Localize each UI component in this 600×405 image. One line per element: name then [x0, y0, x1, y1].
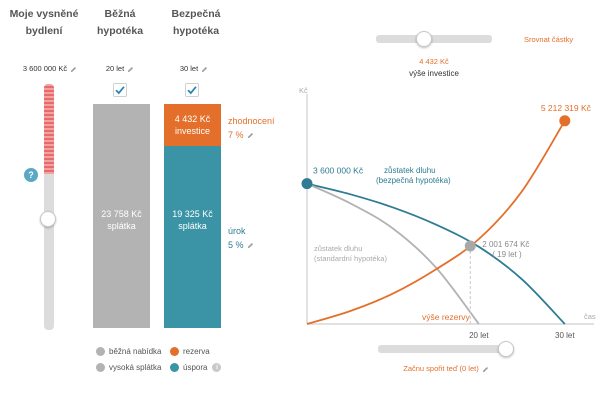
slider-knob[interactable]: [498, 341, 514, 357]
end-value-label: 5 212 319 Kč: [541, 103, 592, 113]
x-axis-label: čas: [584, 312, 596, 321]
standard-debt-line: [306, 182, 480, 325]
slider-knob[interactable]: [40, 211, 56, 227]
checkbox-safe[interactable]: [185, 83, 199, 97]
standard-term-text: 20 let: [105, 64, 125, 73]
legend-standard-offer-label: běžná nabídka: [109, 347, 162, 356]
column-title-standard-mortgage: Běžná hypotéka: [82, 6, 158, 40]
legend-saving: úspora i: [170, 363, 222, 372]
check-icon: [187, 86, 197, 95]
legend-standard-offer: běžná nabídka: [96, 347, 162, 356]
safe-payment-bar: 19 325 Kč splátka: [164, 146, 221, 328]
mortgage-chart: Kč čas 20 let 30 let 3 600 000 Kč 5 212 319 K…: [299, 86, 596, 340]
crossing-value-label: 2 001 674 Kč: [482, 240, 529, 249]
pencil-icon: [70, 66, 77, 72]
home-price-slider[interactable]: [40, 84, 56, 330]
start-value-label: 3 600 000 Kč: [313, 166, 364, 176]
column-title-line1: Moje vysněné: [9, 8, 79, 20]
safe-debt-line: [306, 182, 566, 325]
legend-high-payment: vysoká splátka: [96, 363, 161, 372]
happy-face-icon: [170, 363, 179, 372]
standard-term-value[interactable]: 20 let: [92, 64, 148, 73]
standard-debt-label-line2: (standardní hypotéka): [314, 254, 387, 263]
check-icon: [115, 86, 125, 95]
home-price-value[interactable]: 3 600 000 Kč: [14, 64, 86, 73]
start-time-label-text: Začnu spořit teď (0 let): [403, 364, 479, 373]
legend-reserve-label: rezerva: [183, 347, 210, 356]
neutral-face-icon: [96, 347, 105, 356]
investment-amount: 4 432 Kč: [174, 114, 211, 124]
start-time-label[interactable]: Začnu spořit teď (0 let): [378, 364, 514, 373]
safe-payment-amount: 19 325 Kč: [172, 209, 213, 219]
investment-slider-label: výše investice: [409, 69, 459, 78]
end-point: [559, 115, 571, 127]
column-title-line1: Běžná: [104, 8, 136, 20]
investment-bar: 4 432 Kč investice: [164, 104, 221, 146]
reserve-line: [306, 120, 566, 325]
standard-debt-label-line1: zůstatek dluhu: [314, 244, 362, 253]
standard-payment-label: splátka: [107, 221, 136, 231]
start-point: [301, 178, 313, 190]
column-title-line2: bydlení: [25, 25, 63, 37]
info-icon[interactable]: i: [212, 363, 222, 372]
appreciation-value[interactable]: 7 %: [228, 130, 254, 140]
crossing-point: [464, 240, 476, 252]
column-title-line2: hypotéka: [172, 25, 220, 37]
safe-payment-label: splátka: [178, 221, 207, 231]
safe-term-value[interactable]: 30 let: [166, 64, 222, 73]
column-title-dream-home: Moje vysněné bydlení: [2, 6, 86, 40]
column-title-safe-mortgage: Bezpečná hypotéka: [156, 6, 236, 40]
x-tick-label: 20 let: [469, 331, 489, 340]
slider-track: [378, 345, 514, 353]
safe-debt-label-line2: (bezpečná hypotéka): [376, 176, 451, 185]
x-tick-label: 30 let: [555, 331, 575, 340]
standard-payment-bar: 23 758 Kč splátka: [93, 104, 150, 328]
safe-term-text: 30 let: [179, 64, 199, 73]
column-title-line2: hypotéka: [96, 25, 144, 37]
pencil-icon: [202, 66, 208, 72]
sad-face-icon: [170, 347, 179, 356]
slider-knob[interactable]: [416, 31, 432, 47]
investment-slider-value: 4 432 Kč: [419, 57, 449, 66]
legend-reserve: rezerva: [170, 347, 210, 356]
legend-saving-label: úspora: [183, 363, 208, 372]
slider-track: [376, 35, 492, 43]
pencil-icon: [247, 243, 253, 249]
slider-over-limit-zone: [44, 84, 54, 174]
appreciation-label: zhodnocení: [228, 116, 275, 126]
appreciation-value-text: 7 %: [228, 130, 244, 140]
interest-value[interactable]: 5 %: [228, 240, 254, 250]
align-amounts-link[interactable]: Srovnat částky: [524, 35, 574, 44]
investment-label: investice: [174, 126, 210, 136]
home-price-text: 3 600 000 Kč: [22, 64, 68, 73]
reserve-label: výše rezervy: [422, 312, 470, 322]
pencil-icon: [247, 133, 253, 139]
column-title-line1: Bezpečná: [171, 8, 221, 20]
interest-label: úrok: [228, 226, 246, 236]
safe-debt-label-line1: zůstatek dluhu: [384, 166, 436, 175]
pencil-icon: [128, 66, 134, 72]
sad-face-icon: [96, 363, 105, 372]
investment-slider[interactable]: [376, 31, 492, 47]
checkbox-standard[interactable]: [113, 83, 127, 97]
y-axis-label: Kč: [299, 86, 308, 95]
start-time-slider[interactable]: [378, 341, 514, 357]
crossing-years-label: ( 19 let ): [492, 250, 522, 259]
legend-high-payment-label: vysoká splátka: [109, 363, 162, 372]
slider-track: [44, 84, 54, 330]
interest-value-text: 5 %: [228, 240, 244, 250]
standard-payment-amount: 23 758 Kč: [101, 209, 142, 219]
pencil-icon: [482, 366, 488, 372]
help-icon[interactable]: ?: [24, 168, 38, 182]
